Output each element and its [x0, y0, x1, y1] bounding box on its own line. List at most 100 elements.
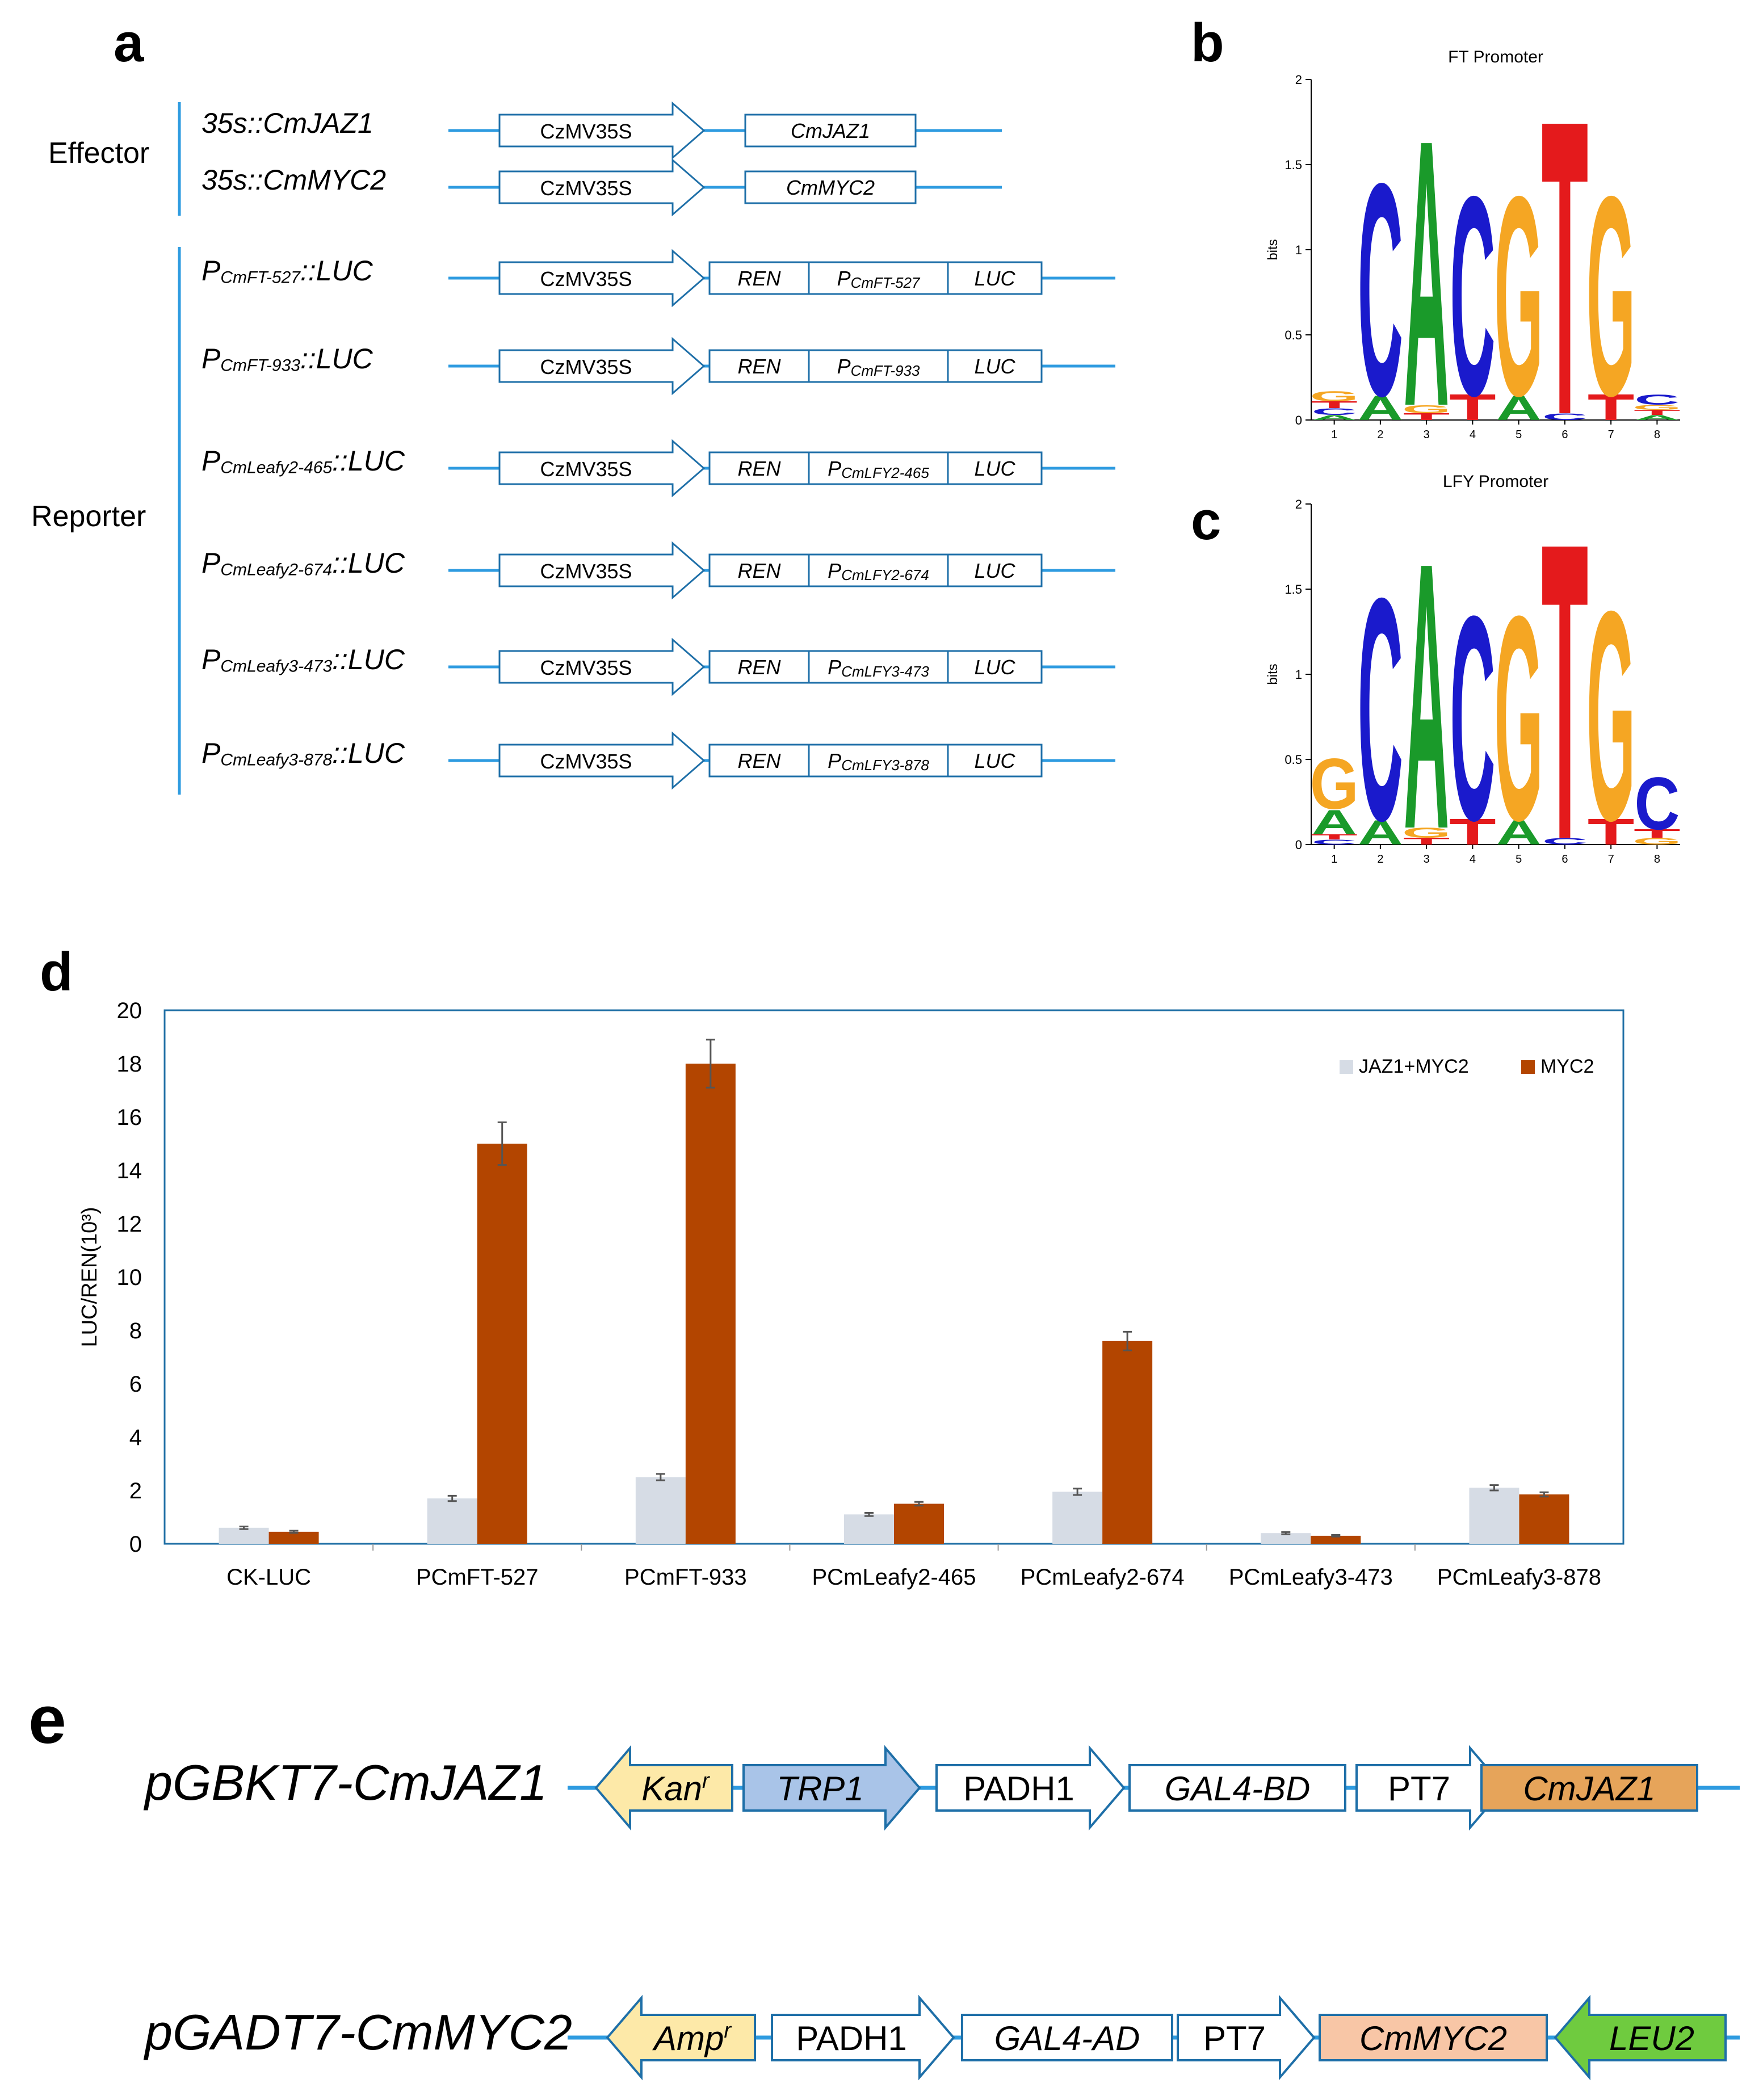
x-tick-label: 2: [1377, 853, 1383, 866]
svg-text:G: G: [1632, 836, 1681, 847]
element-box: [808, 451, 949, 485]
element-box: [947, 451, 1043, 485]
bar-myc2: [1519, 1494, 1569, 1544]
bar-jaz1-myc2: [844, 1514, 894, 1544]
construct-label: PCmLeafy3-878::LUC: [202, 737, 405, 770]
logo-letter-A: A: [1358, 813, 1403, 852]
x-tick-label: 7: [1608, 853, 1614, 866]
logo-letter-C: C: [1542, 411, 1588, 422]
svg-text:C: C: [1312, 406, 1357, 417]
construct-map: CzMV35S CmJAZ1: [448, 101, 1002, 160]
svg-text:G: G: [1632, 404, 1681, 411]
construct-map: CzMV35S REN PCmLFY3-473 LUC: [448, 637, 1115, 696]
panel-label-b: b: [1191, 12, 1224, 73]
svg-text:G: G: [1310, 389, 1359, 405]
svg-text:C: C: [1634, 392, 1680, 408]
vector-part: [1319, 2014, 1548, 2061]
logo-letter-C: C: [1312, 838, 1357, 846]
x-tick-label: 8: [1654, 429, 1660, 441]
bar-myc2: [1311, 1535, 1361, 1544]
svg-text:C: C: [1312, 838, 1357, 846]
effector-group-label: Effector: [48, 137, 150, 170]
svg-text:A: A: [1358, 813, 1403, 852]
logo-letter-G: G: [1402, 825, 1451, 841]
logo-letter-T: [1542, 547, 1588, 838]
svg-text:C: C: [1542, 836, 1588, 847]
y-tick-label: 8: [129, 1318, 142, 1343]
element-box: [947, 650, 1043, 684]
vector-part: [742, 1745, 921, 1831]
promoter-arrow: [498, 731, 706, 790]
x-tick-label: 5: [1516, 853, 1522, 866]
logo-letter-A: A: [1358, 388, 1403, 427]
element-label: REN: [737, 267, 781, 290]
bar-jaz1-myc2: [219, 1527, 269, 1544]
svg-text:A: A: [1404, 483, 1449, 867]
vector-part: [961, 2014, 1173, 2061]
vector-part-label: CmMYC2: [1359, 2019, 1507, 2057]
svg-text:C: C: [1542, 411, 1588, 422]
y-tick-label: 10: [117, 1265, 142, 1290]
logo-letter-A: A: [1312, 414, 1357, 422]
element-box: [708, 349, 810, 383]
svg-text:G: G: [1586, 137, 1635, 443]
vector-part-label: PADH1: [963, 1770, 1074, 1808]
x-tick-label: PCmLeafy2-674: [1021, 1565, 1185, 1590]
promoter-label: CzMV35S: [540, 560, 632, 583]
luc-ren-bar-chart: 0 2 4 6 8 10 12 14 16 18 20 LUC/REN(10³) CK-LUC PCmFT…: [78, 998, 1625, 1590]
construct-map: CzMV35S CmMYC2: [448, 158, 1002, 217]
lfy-promoter-logo: LFY Promoter00.511.52bits12345678positio…: [1265, 472, 1681, 867]
x-tick-label: 5: [1516, 429, 1522, 441]
legend-swatch: [1340, 1060, 1353, 1074]
panel-label-d: d: [40, 942, 73, 1002]
x-tick-label: PCmLeafy3-878: [1437, 1565, 1601, 1590]
element-label: LUC: [974, 559, 1015, 582]
y-tick-label: 14: [117, 1158, 142, 1183]
vector-part-label: PT7: [1388, 1770, 1450, 1808]
svg-text:A: A: [1358, 388, 1403, 427]
y-tick-label: 1: [1295, 667, 1302, 682]
panel-label-a: a: [114, 12, 144, 73]
y-tick-label: 18: [117, 1052, 142, 1077]
x-tick-label: PCmFT-933: [624, 1565, 747, 1590]
construct-map: CzMV35S REN PCmFT-933 LUC: [448, 337, 1115, 396]
legend-label: JAZ1+MYC2: [1359, 1056, 1469, 1077]
plot-frame: [163, 1009, 1625, 1545]
logo-letter-A: A: [1404, 60, 1449, 443]
element-box: [947, 261, 1043, 295]
logo-letter-G: G: [1632, 404, 1681, 411]
y-tick-label: 2: [129, 1479, 142, 1503]
logo-letter-T: [1542, 124, 1588, 413]
logo-letter-C: C: [1450, 137, 1495, 443]
x-tick-label: 4: [1470, 429, 1476, 441]
logo-title: LFY Promoter: [1443, 472, 1548, 491]
element-label: LUC: [974, 355, 1015, 378]
construct-label: 35s::CmJAZ1: [202, 107, 373, 139]
vector-part-label: TRP1: [776, 1770, 863, 1808]
y-tick-label: 0.5: [1285, 753, 1302, 767]
element-box: [808, 553, 949, 587]
cds-label: CmMYC2: [786, 176, 875, 199]
y-tick-label: 4: [129, 1425, 142, 1450]
vector-part: [935, 1745, 1126, 1831]
y-tick-label: 20: [117, 998, 142, 1023]
x-tick-label: 1: [1331, 429, 1337, 441]
y-tick-label: 2: [1295, 497, 1302, 511]
reporter-group-label: Reporter: [31, 500, 146, 533]
panel-label-c: c: [1191, 490, 1221, 551]
logo-letter-G: G: [1310, 389, 1359, 405]
vector-name: pGADT7-CmMYC2: [145, 2004, 572, 2060]
svg-text:G: G: [1402, 825, 1451, 841]
cds-box: [744, 170, 917, 204]
x-tick-label: CK-LUC: [226, 1565, 311, 1590]
vector-part-label: CmJAZ1: [1523, 1770, 1655, 1808]
vector-part-label: PADH1: [796, 2019, 907, 2057]
svg-text:A: A: [1496, 813, 1542, 852]
logo-letter-T: [1404, 838, 1449, 845]
logo-letter-T: [1588, 819, 1634, 845]
vector-part: [606, 1994, 756, 2081]
promoter-label: CzMV35S: [540, 355, 632, 379]
construct-label: PCmFT-527::LUC: [202, 255, 373, 287]
legend-label: MYC2: [1540, 1056, 1594, 1077]
vector-part: [1480, 1764, 1698, 1812]
